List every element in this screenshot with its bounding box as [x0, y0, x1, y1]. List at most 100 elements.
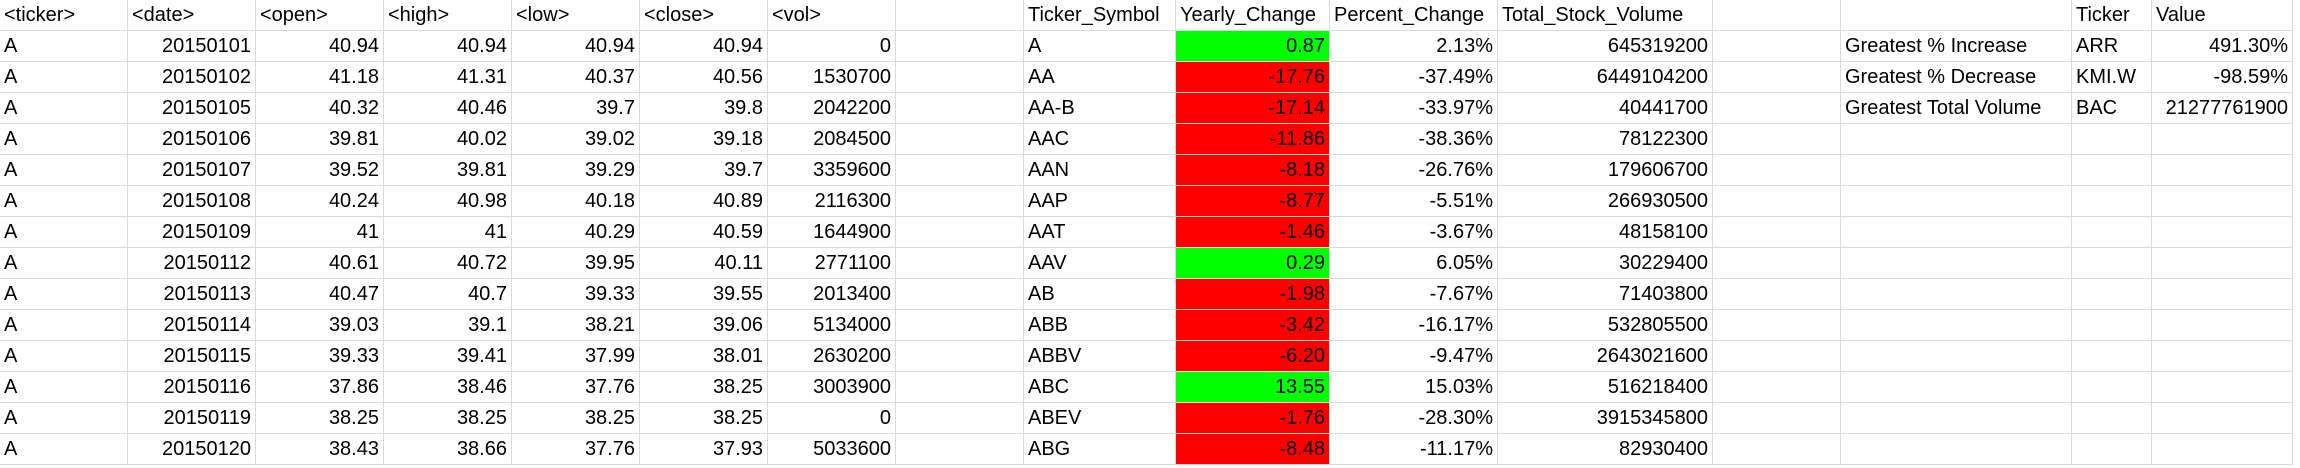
cell-ticker-symbol[interactable]: A [1024, 31, 1176, 62]
cell-percent-change[interactable]: -38.36% [1330, 124, 1498, 155]
cell-total-stock-volume[interactable]: 266930500 [1498, 186, 1713, 217]
empty-cell[interactable] [2152, 217, 2293, 248]
cell-ticker[interactable]: A [0, 341, 128, 372]
empty-cell[interactable] [1713, 217, 1841, 248]
cell-date[interactable]: 20150116 [128, 372, 256, 403]
cell-yearly-change[interactable]: 13.55 [1176, 372, 1330, 403]
cell-ticker[interactable]: A [0, 217, 128, 248]
header-total-stock-volume[interactable]: Total_Stock_Volume [1498, 0, 1713, 31]
cell-ticker-symbol[interactable]: AB [1024, 279, 1176, 310]
empty-cell[interactable] [896, 31, 1024, 62]
empty-cell[interactable] [1841, 124, 2072, 155]
cell-ticker-symbol[interactable]: AAC [1024, 124, 1176, 155]
cell-total-stock-volume[interactable]: 82930400 [1498, 434, 1713, 465]
empty-cell[interactable] [2152, 279, 2293, 310]
empty-cell[interactable] [896, 155, 1024, 186]
cell-total-stock-volume[interactable]: 71403800 [1498, 279, 1713, 310]
cell-open[interactable]: 38.25 [256, 403, 384, 434]
cell-high[interactable]: 38.25 [384, 403, 512, 434]
cell-yearly-change[interactable]: 0.29 [1176, 248, 1330, 279]
empty-cell[interactable] [2072, 124, 2152, 155]
cell-date[interactable]: 20150108 [128, 186, 256, 217]
empty-cell[interactable] [1713, 310, 1841, 341]
greatest-label[interactable]: Greatest % Decrease [1841, 62, 2072, 93]
cell-ticker[interactable]: A [0, 279, 128, 310]
cell-high[interactable]: 40.02 [384, 124, 512, 155]
cell-vol[interactable]: 2116300 [768, 186, 896, 217]
empty-cell[interactable] [1713, 62, 1841, 93]
cell-total-stock-volume[interactable]: 532805500 [1498, 310, 1713, 341]
empty-cell[interactable] [1713, 403, 1841, 434]
cell-high[interactable]: 39.81 [384, 155, 512, 186]
cell-high[interactable]: 40.94 [384, 31, 512, 62]
cell-total-stock-volume[interactable]: 6449104200 [1498, 62, 1713, 93]
cell-open[interactable]: 40.32 [256, 93, 384, 124]
cell-ticker[interactable]: A [0, 372, 128, 403]
empty-cell[interactable] [2152, 155, 2293, 186]
cell-open[interactable]: 39.81 [256, 124, 384, 155]
empty-cell[interactable] [1713, 0, 1841, 31]
cell-low[interactable]: 40.29 [512, 217, 640, 248]
cell-percent-change[interactable]: -26.76% [1330, 155, 1498, 186]
cell-close[interactable]: 39.06 [640, 310, 768, 341]
header-date[interactable]: <date> [128, 0, 256, 31]
empty-cell[interactable] [2072, 403, 2152, 434]
cell-high[interactable]: 41 [384, 217, 512, 248]
header-ticker-symbol[interactable]: Ticker_Symbol [1024, 0, 1176, 31]
empty-cell[interactable] [1841, 217, 2072, 248]
cell-high[interactable]: 40.7 [384, 279, 512, 310]
cell-low[interactable]: 40.18 [512, 186, 640, 217]
empty-cell[interactable] [1713, 186, 1841, 217]
cell-high[interactable]: 39.1 [384, 310, 512, 341]
empty-cell[interactable] [2072, 434, 2152, 465]
empty-cell[interactable] [2152, 372, 2293, 403]
cell-low[interactable]: 39.02 [512, 124, 640, 155]
cell-yearly-change[interactable]: 0.87 [1176, 31, 1330, 62]
cell-ticker[interactable]: A [0, 403, 128, 434]
empty-cell[interactable] [1713, 124, 1841, 155]
cell-open[interactable]: 39.52 [256, 155, 384, 186]
cell-vol[interactable]: 2771100 [768, 248, 896, 279]
cell-close[interactable]: 38.25 [640, 372, 768, 403]
cell-total-stock-volume[interactable]: 30229400 [1498, 248, 1713, 279]
cell-close[interactable]: 40.89 [640, 186, 768, 217]
cell-low[interactable]: 37.76 [512, 434, 640, 465]
cell-date[interactable]: 20150106 [128, 124, 256, 155]
empty-cell[interactable] [1713, 434, 1841, 465]
cell-ticker-symbol[interactable]: AAT [1024, 217, 1176, 248]
cell-low[interactable]: 40.37 [512, 62, 640, 93]
cell-date[interactable]: 20150115 [128, 341, 256, 372]
cell-total-stock-volume[interactable]: 516218400 [1498, 372, 1713, 403]
cell-vol[interactable]: 5134000 [768, 310, 896, 341]
header-summary-value[interactable]: Value [2152, 0, 2293, 31]
cell-total-stock-volume[interactable]: 78122300 [1498, 124, 1713, 155]
cell-date[interactable]: 20150113 [128, 279, 256, 310]
empty-cell[interactable] [896, 186, 1024, 217]
cell-total-stock-volume[interactable]: 645319200 [1498, 31, 1713, 62]
empty-cell[interactable] [896, 0, 1024, 31]
cell-vol[interactable]: 2013400 [768, 279, 896, 310]
empty-cell[interactable] [2072, 186, 2152, 217]
cell-open[interactable]: 38.43 [256, 434, 384, 465]
cell-vol[interactable]: 0 [768, 403, 896, 434]
empty-cell[interactable] [1841, 155, 2072, 186]
cell-total-stock-volume[interactable]: 3915345800 [1498, 403, 1713, 434]
empty-cell[interactable] [2152, 403, 2293, 434]
cell-yearly-change[interactable]: -6.20 [1176, 341, 1330, 372]
cell-percent-change[interactable]: -37.49% [1330, 62, 1498, 93]
empty-cell[interactable] [896, 372, 1024, 403]
greatest-ticker[interactable]: ARR [2072, 31, 2152, 62]
cell-ticker-symbol[interactable]: ABB [1024, 310, 1176, 341]
cell-ticker-symbol[interactable]: AAV [1024, 248, 1176, 279]
cell-percent-change[interactable]: 15.03% [1330, 372, 1498, 403]
cell-close[interactable]: 40.56 [640, 62, 768, 93]
greatest-label[interactable]: Greatest % Increase [1841, 31, 2072, 62]
cell-close[interactable]: 39.55 [640, 279, 768, 310]
cell-high[interactable]: 38.46 [384, 372, 512, 403]
greatest-value[interactable]: 21277761900 [2152, 93, 2293, 124]
empty-cell[interactable] [2152, 310, 2293, 341]
cell-ticker-symbol[interactable]: ABC [1024, 372, 1176, 403]
cell-yearly-change[interactable]: -1.76 [1176, 403, 1330, 434]
empty-cell[interactable] [896, 124, 1024, 155]
cell-date[interactable]: 20150119 [128, 403, 256, 434]
